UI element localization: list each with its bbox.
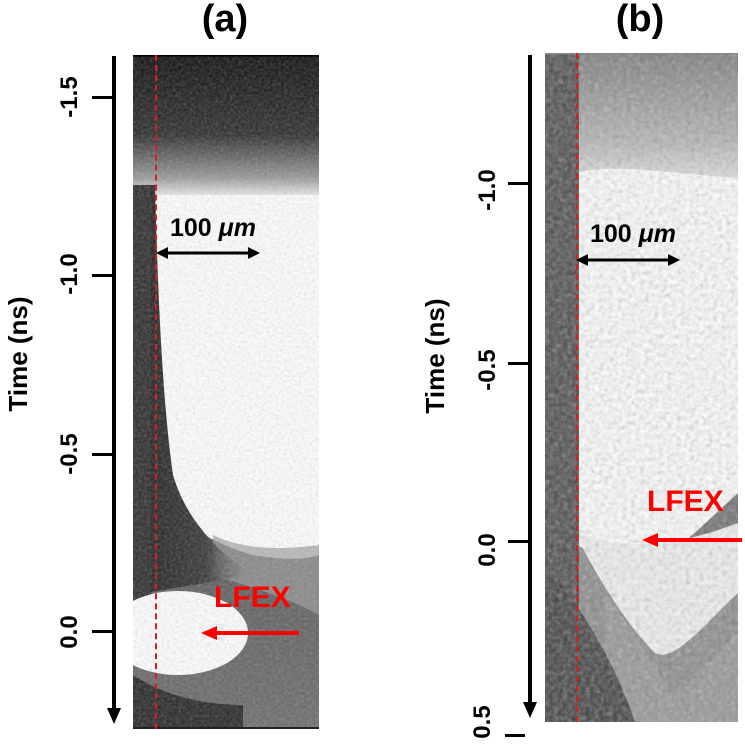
panel-a-lfex-label: LFEX (214, 581, 291, 614)
panel-b-streak-image (545, 53, 738, 722)
panel-b-tick (508, 540, 528, 543)
panel-a-scale-label: 100 μm (170, 214, 256, 243)
panel-b-tick (508, 182, 528, 185)
panel-b-lfex-label: LFEX (647, 485, 724, 518)
panel-b-tick-label: 0.0 (474, 533, 501, 567)
panel-b-axis-title: Time (ns) (420, 298, 450, 414)
panel-a-title: (a) (201, 0, 249, 40)
panel-a-streak-image (133, 55, 319, 729)
panel-a: (a) Time (ns) -1.5 -1.0 -0.5 0.0 (0, 0, 330, 743)
panel-b-tick (508, 362, 528, 365)
panel-a-lfex-arrow-icon (201, 626, 299, 640)
panel-b-scale-unit: μm (638, 220, 676, 248)
panel-a-scale-arrow-icon (156, 247, 260, 259)
panel-a-tick (92, 453, 112, 456)
panel-b-tick-label: -1.0 (474, 169, 501, 211)
panel-b-title: (b) (615, 0, 665, 40)
panel-a-tick (92, 96, 112, 99)
panel-b-lfex-arrow-icon (642, 533, 742, 547)
panel-b-axis-arrowhead-icon (523, 702, 537, 718)
panel-a-time-axis (112, 56, 116, 710)
panel-a-scale-value: 100 (170, 214, 212, 242)
panel-a-tick (92, 630, 112, 633)
panel-b-tick-label: -0.5 (474, 349, 501, 391)
panel-a-reference-line (155, 55, 157, 729)
panel-a-scale-unit: μm (218, 214, 256, 242)
panel-a-axis-arrowhead-icon (107, 708, 121, 724)
panel-b-time-axis (528, 55, 532, 703)
panel-b-reference-line (576, 53, 578, 722)
panel-b-scale-arrow-icon (576, 254, 680, 266)
panel-b-tick (505, 734, 525, 737)
panel-a-tick (92, 274, 112, 277)
panel-b-tick-label: 0.5 (469, 705, 496, 739)
panel-b-scale-value: 100 (590, 220, 632, 248)
panel-b-scale-label: 100 μm (590, 220, 676, 249)
